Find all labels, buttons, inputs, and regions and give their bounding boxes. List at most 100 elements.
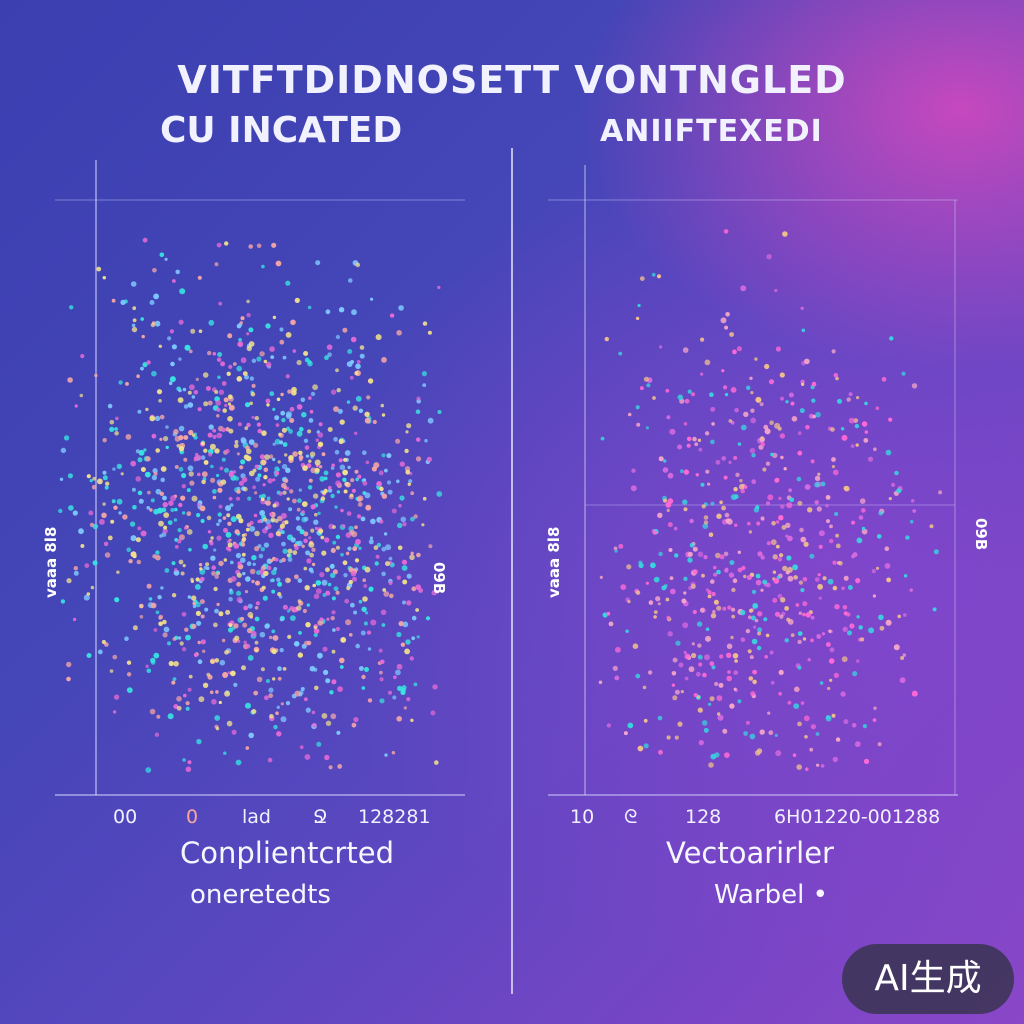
scatter-point: [189, 384, 195, 391]
scatter-point: [790, 401, 795, 406]
scatter-point: [627, 600, 631, 604]
scatter-point: [154, 732, 160, 737]
scatter-point: [109, 419, 115, 425]
scatter-point: [73, 566, 79, 571]
scatter-point: [279, 523, 285, 529]
scatter-point: [198, 329, 203, 334]
scatter-point: [294, 545, 299, 551]
scatter-point: [345, 532, 352, 538]
scatter-point: [779, 433, 786, 439]
scatter-point: [153, 628, 158, 632]
scatter-point: [737, 567, 743, 573]
scatter-point: [227, 402, 231, 406]
scatter-point: [299, 426, 304, 432]
scatter-point: [274, 557, 279, 562]
scatter-point: [221, 427, 226, 433]
scatter-point: [884, 546, 890, 551]
scatter-point: [327, 485, 332, 490]
scatter-point: [208, 424, 214, 430]
scatter-point: [693, 693, 698, 697]
scatter-point: [683, 507, 688, 512]
scatter-point: [827, 686, 831, 691]
scatter-point: [769, 650, 774, 655]
scatter-point: [643, 376, 650, 382]
scatter-point: [257, 473, 262, 478]
scatter-point: [313, 593, 320, 600]
scatter-point: [325, 567, 330, 573]
scatter-point: [383, 591, 390, 597]
scatter-point: [136, 559, 142, 565]
scatter-point: [905, 535, 910, 540]
scatter-point: [938, 490, 943, 495]
scatter-point: [733, 670, 738, 675]
scatter-point: [292, 451, 298, 457]
scatter-point: [635, 590, 641, 595]
scatter-point: [749, 608, 753, 613]
scatter-point: [794, 686, 800, 693]
scatter-point: [799, 408, 805, 414]
scatter-point: [66, 676, 71, 682]
scatter-point: [422, 496, 427, 501]
left-x-axis-label: Conplientcrted: [180, 836, 394, 870]
scatter-point: [274, 438, 281, 445]
scatter-point: [410, 718, 414, 722]
scatter-point: [171, 680, 176, 685]
scatter-point: [350, 478, 355, 483]
scatter-point: [332, 569, 338, 575]
scatter-point: [126, 660, 132, 665]
scatter-point: [745, 628, 751, 634]
scatter-point: [178, 466, 184, 472]
scatter-point: [772, 570, 777, 574]
scatter-point: [312, 493, 319, 499]
scatter-point: [209, 541, 214, 546]
scatter-point: [236, 452, 240, 456]
scatter-point: [810, 724, 817, 730]
scatter-point: [784, 606, 789, 611]
scatter-point: [430, 710, 436, 716]
scatter-point: [385, 561, 390, 567]
scatter-point: [103, 541, 109, 547]
scatter-point: [707, 482, 711, 486]
scatter-point: [413, 682, 418, 687]
scatter-point: [835, 533, 839, 538]
scatter-point: [909, 588, 913, 592]
scatter-point: [259, 631, 266, 638]
scatter-point: [165, 445, 169, 450]
scatter-point: [598, 680, 603, 685]
scatter-point: [739, 479, 743, 483]
scatter-point: [299, 529, 305, 535]
scatter-point: [692, 569, 698, 575]
scatter-point: [176, 538, 182, 544]
scatter-point: [253, 690, 259, 696]
scatter-point: [637, 745, 644, 752]
scatter-point: [236, 596, 243, 603]
scatter-point: [381, 623, 386, 627]
scatter-point: [658, 551, 663, 557]
scatter-point: [831, 457, 836, 462]
scatter-point: [854, 741, 861, 747]
scatter-point: [368, 586, 374, 592]
scatter-point: [287, 557, 293, 562]
scatter-point: [303, 538, 308, 544]
scatter-point: [116, 463, 123, 470]
scatter-point: [642, 685, 647, 690]
scatter-point: [304, 754, 311, 760]
scatter-point: [296, 430, 303, 437]
scatter-point: [409, 554, 415, 561]
panel-divider: [511, 148, 513, 994]
scatter-point: [335, 545, 340, 550]
scatter-point: [872, 594, 877, 598]
scatter-point: [833, 373, 838, 378]
scatter-point: [859, 498, 866, 504]
scatter-point: [740, 609, 746, 616]
scatter-point: [218, 389, 225, 395]
scatter-point: [357, 502, 363, 507]
scatter-point: [381, 493, 388, 499]
scatter-point: [197, 275, 202, 280]
scatter-point: [262, 483, 266, 487]
scatter-point: [179, 288, 186, 295]
scatter-point: [272, 635, 279, 641]
scatter-point: [645, 581, 650, 585]
scatter-point: [135, 476, 141, 482]
scatter-point: [711, 591, 716, 597]
